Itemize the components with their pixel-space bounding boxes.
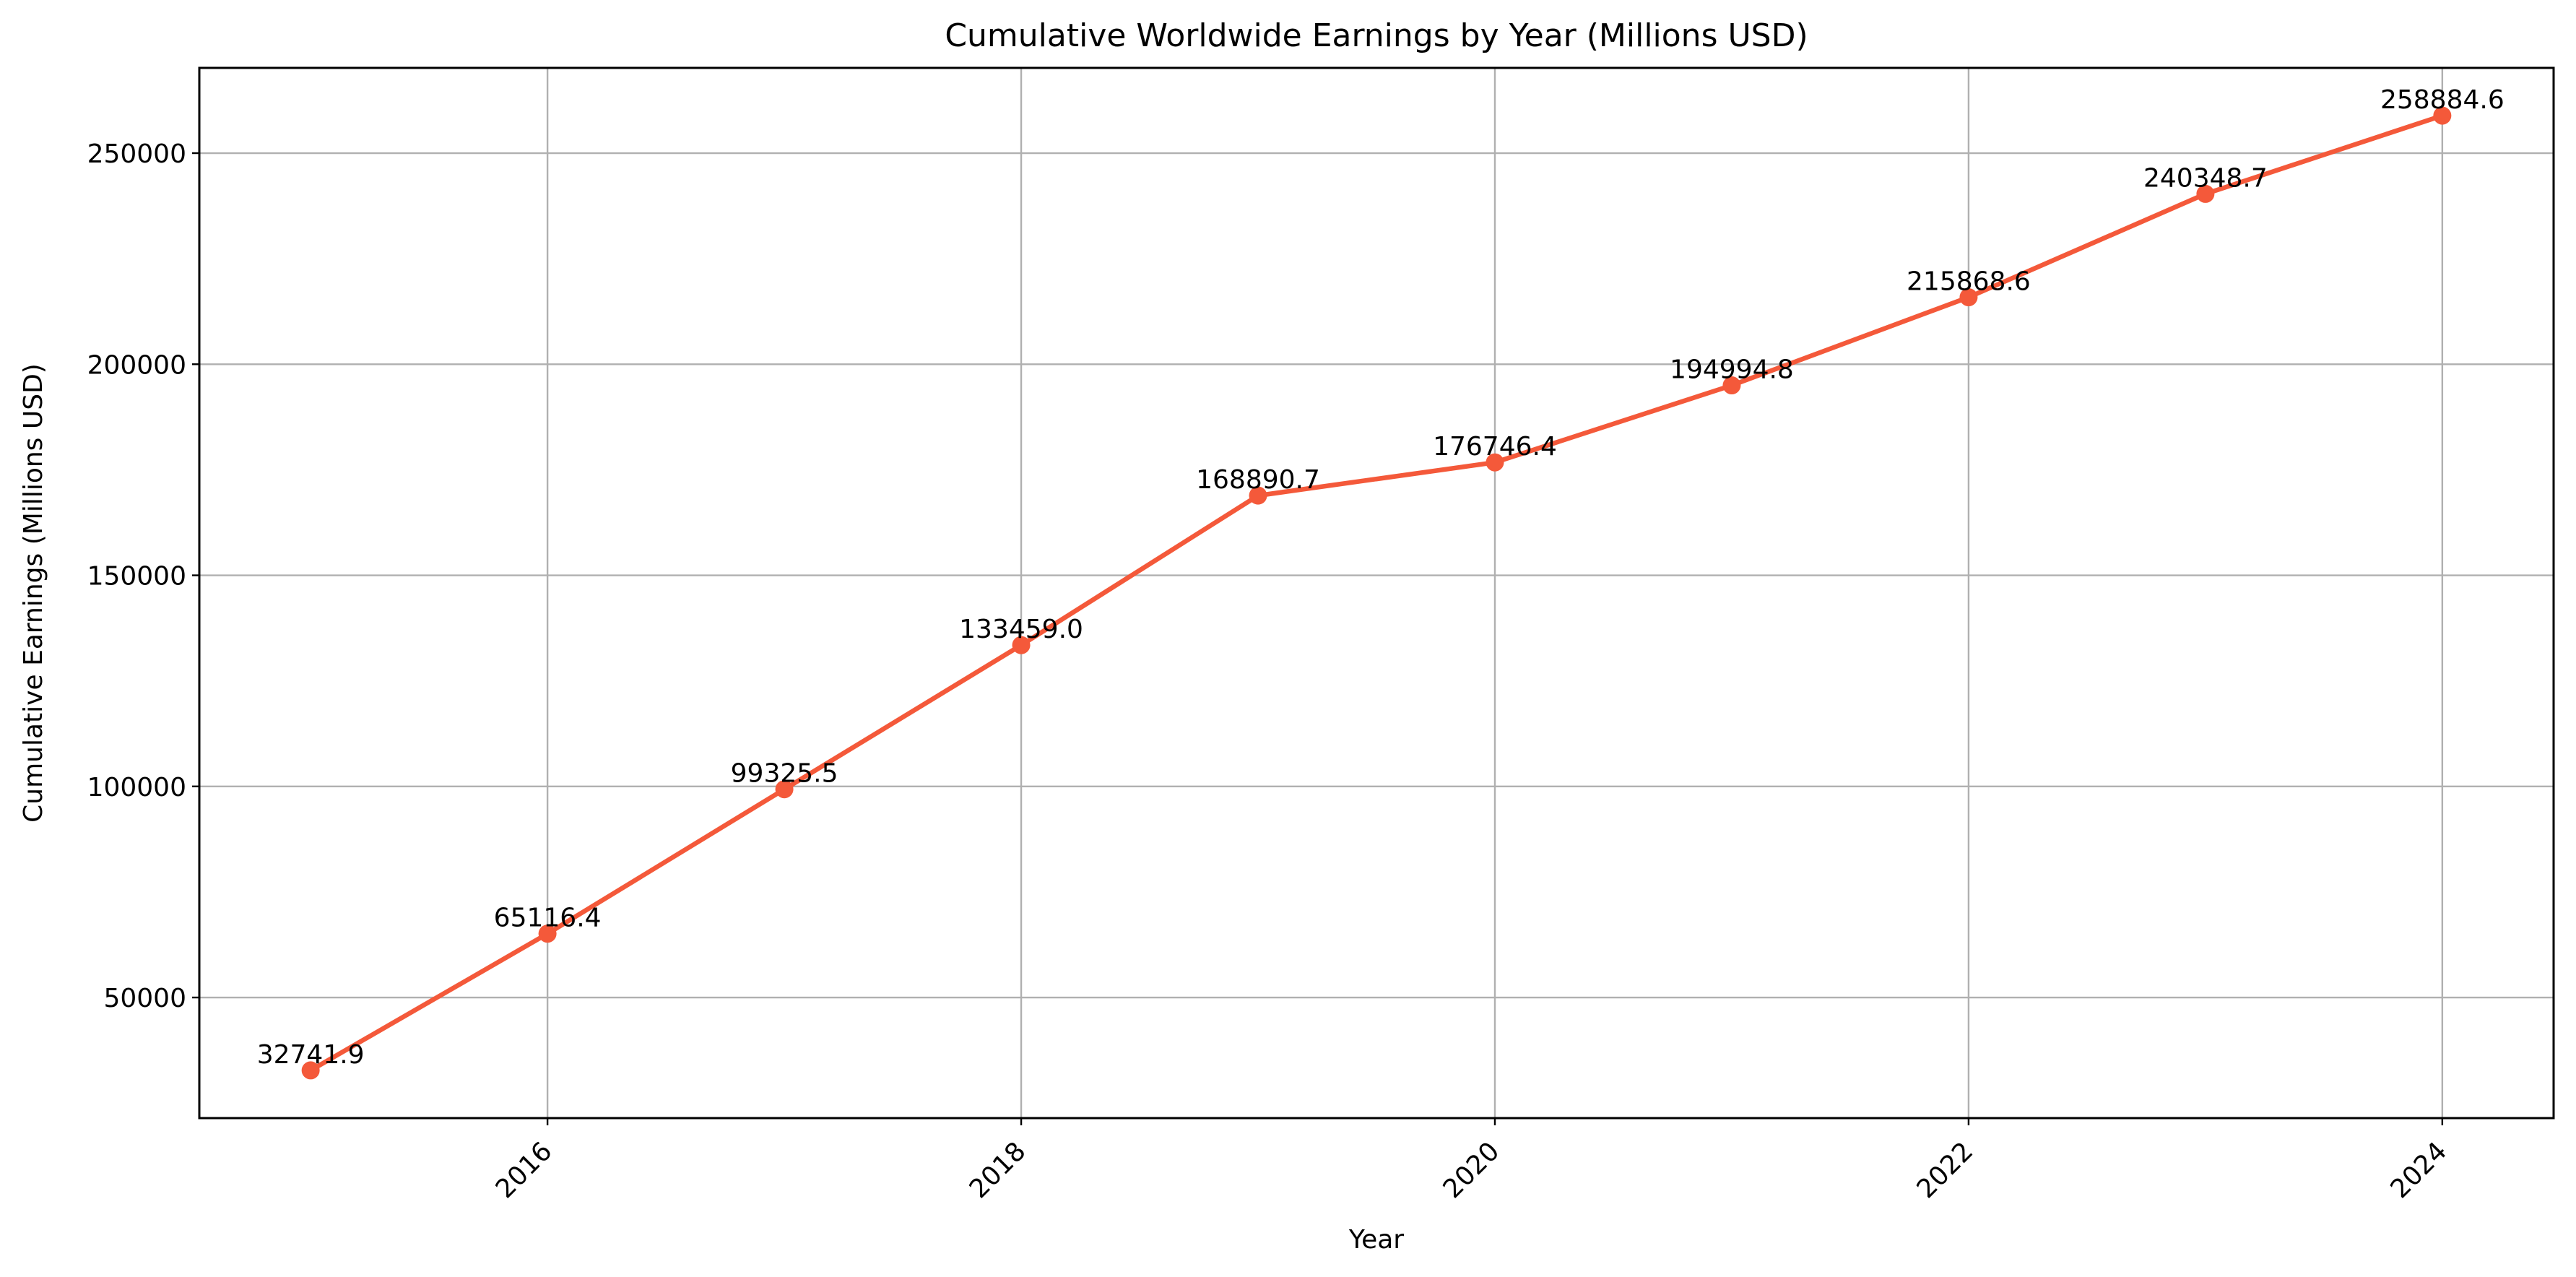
- data-label: 176746.4: [1433, 432, 1557, 462]
- data-labels: 32741.9 65116.4 99325.5 133459.0 168890.7 176…: [257, 85, 2505, 1070]
- data-label: 32741.9: [257, 1040, 365, 1070]
- data-point: [1722, 376, 1741, 395]
- data-point: [775, 780, 794, 799]
- data-point: [1486, 453, 1504, 472]
- data-label: 133459.0: [959, 615, 1083, 644]
- y-tick-label: 150000: [87, 562, 186, 592]
- y-tick-label: 100000: [87, 773, 186, 802]
- grid-lines: [199, 68, 2554, 1118]
- data-label: 258884.6: [2380, 85, 2505, 115]
- y-tick-label: 50000: [103, 984, 186, 1013]
- data-point: [538, 925, 557, 943]
- data-point: [1959, 288, 1978, 307]
- x-axis-label: Year: [1348, 1225, 1404, 1255]
- series-line-group: [308, 113, 2445, 1073]
- data-label: 215868.6: [1907, 267, 2031, 297]
- chart-title: Cumulative Worldwide Earnings by Year (M…: [945, 17, 1808, 54]
- data-point: [1012, 636, 1031, 654]
- data-point: [2196, 184, 2215, 203]
- data-points: [301, 106, 2452, 1080]
- data-label: 99325.5: [731, 759, 838, 789]
- y-axis-label: Cumulative Earnings (Millions USD): [19, 363, 48, 823]
- data-label: 240348.7: [2143, 163, 2268, 193]
- plot-area-frame: [198, 66, 2555, 1120]
- y-axis-ticks: 50000 100000 150000 200000 250000: [87, 139, 199, 1013]
- y-tick-label: 200000: [87, 350, 186, 380]
- series-line: [308, 113, 2445, 1073]
- data-label: 65116.4: [494, 904, 602, 933]
- y-tick-label: 250000: [87, 139, 186, 169]
- data-point: [1249, 486, 1267, 505]
- data-point: [2433, 106, 2452, 125]
- data-point: [301, 1061, 320, 1080]
- data-label: 194994.8: [1670, 355, 1794, 385]
- data-label: 168890.7: [1196, 465, 1320, 495]
